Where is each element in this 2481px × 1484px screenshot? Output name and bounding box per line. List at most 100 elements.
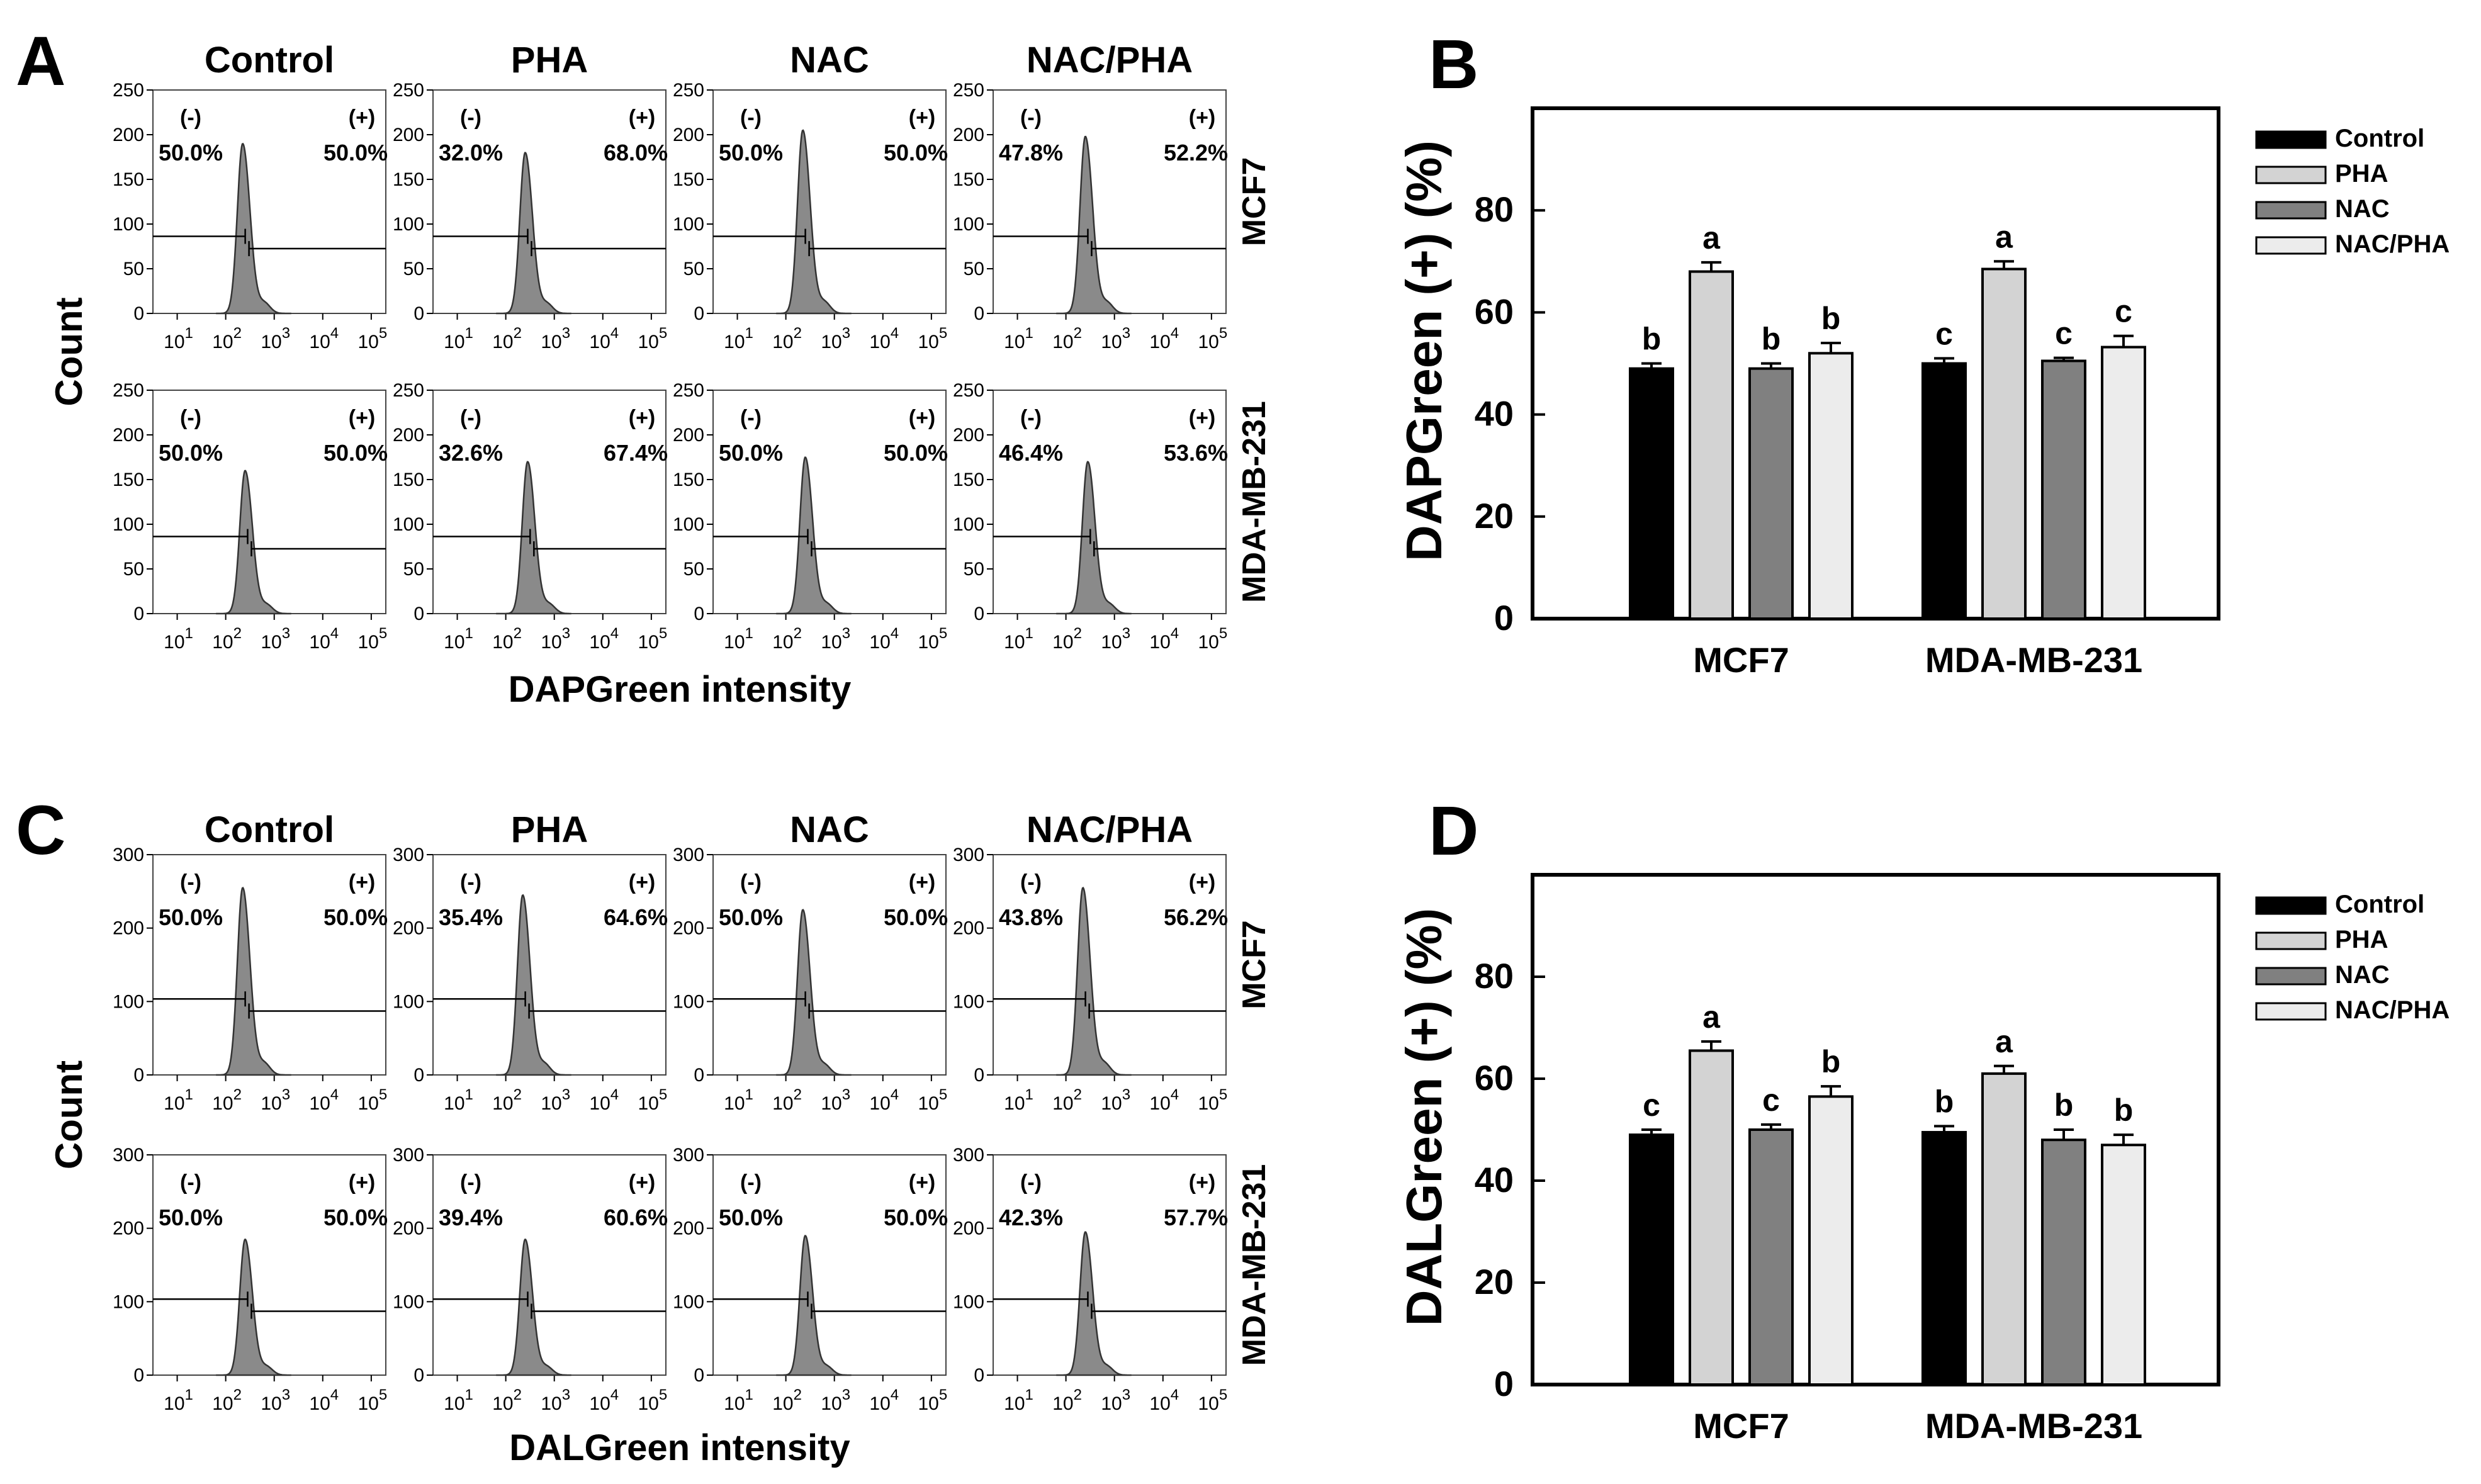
- y-tick-label: 200: [953, 918, 984, 939]
- x-tick-label: 104: [869, 625, 899, 653]
- histogram-plot: 0 100 200 300 101 102 103 104 105 (-) (+) 43.8% 56.2…: [953, 845, 1228, 1114]
- x-tick-label: 105: [1198, 625, 1228, 653]
- histogram-plot: 0 50 100 150 200 250 101 102 103 104 105 (-) (+) 50.0…: [673, 380, 948, 653]
- negative-percent: 50.0%: [719, 904, 783, 930]
- gate-neg-symbol: (-): [180, 106, 201, 130]
- x-tick-label: 102: [212, 625, 242, 653]
- x-tick-label: 105: [638, 1086, 668, 1114]
- legend-label: NAC: [2335, 195, 2390, 223]
- x-tick-label: 103: [261, 625, 290, 653]
- y-tick-label: 300: [673, 845, 704, 865]
- x-tick-label: 103: [821, 325, 850, 352]
- panel-letter: A: [16, 23, 65, 100]
- y-tick-label: 200: [953, 125, 984, 145]
- x-tick-label: 102: [492, 1386, 522, 1414]
- x-tick-label: 105: [918, 325, 948, 352]
- significance-letter: b: [1642, 322, 1662, 357]
- positive-percent: 50.0%: [884, 904, 948, 930]
- histogram-plot: 0 50 100 150 200 250 101 102 103 104 105 (-) (+) 50.0…: [113, 80, 388, 352]
- y-tick-label: 200: [673, 125, 704, 145]
- gate-neg-symbol: (-): [460, 106, 481, 130]
- x-tick-label: 104: [589, 625, 619, 653]
- y-tick-label: 300: [953, 1145, 984, 1166]
- legend-label: NAC/PHA: [2335, 996, 2450, 1024]
- gate-pos-symbol: (+): [629, 1171, 656, 1195]
- negative-percent: 50.0%: [719, 440, 783, 466]
- bar: [1629, 1133, 1674, 1386]
- bar: [2101, 346, 2146, 620]
- y-tick-label: 0: [974, 1365, 984, 1386]
- legend-swatch: [2255, 1002, 2327, 1021]
- x-tick-label: 103: [541, 1086, 570, 1114]
- histogram-plot: 0 50 100 150 200 250 101 102 103 104 105 (-) (+) 32.0…: [393, 80, 668, 352]
- histogram-curve: [216, 1239, 291, 1376]
- x-tick-label: 102: [492, 625, 522, 653]
- panel-A: A Control PHA NAC NAC/PHA MCF7 0 50 100 150 200 250…: [16, 23, 1273, 710]
- x-tick-label: 104: [309, 325, 339, 352]
- bar: [1921, 1131, 1967, 1386]
- y-tick-label: 20: [1475, 1262, 1514, 1301]
- x-tick-label: 104: [869, 325, 899, 352]
- x-tick-label: 101: [724, 625, 753, 653]
- y-tick-label: 300: [673, 1145, 704, 1166]
- x-tick-label: 105: [918, 1086, 948, 1114]
- y-tick-label: 200: [113, 918, 144, 939]
- gate-pos-symbol: (+): [629, 870, 656, 894]
- y-tick-label: 100: [673, 991, 704, 1012]
- x-tick-label: 104: [309, 1086, 339, 1114]
- x-tick-label: 103: [1101, 325, 1130, 352]
- negative-percent: 50.0%: [159, 440, 223, 466]
- x-tick-label: 103: [261, 1086, 290, 1114]
- y-tick-label: 150: [673, 469, 704, 490]
- gate-neg-symbol: (-): [740, 406, 762, 430]
- positive-percent: 50.0%: [323, 440, 388, 466]
- panel-C: C Control PHA NAC NAC/PHA MCF7 0 100 200 300 101 10…: [16, 792, 1273, 1468]
- x-tick-label: 102: [1052, 325, 1082, 352]
- histogram-curve: [216, 887, 291, 1076]
- histogram-curve: [776, 909, 852, 1076]
- negative-percent: 39.4%: [439, 1205, 503, 1230]
- column-header: NAC: [790, 809, 869, 850]
- x-tick-label: 103: [1101, 625, 1130, 653]
- x-tick-label: 104: [869, 1086, 899, 1114]
- y-tick-label: 100: [113, 991, 144, 1012]
- y-tick-label: 200: [673, 1218, 704, 1239]
- gate-pos-symbol: (+): [349, 406, 376, 430]
- x-tick-label: 105: [1198, 325, 1228, 352]
- y-tick-label: 0: [133, 303, 144, 324]
- x-tick-label: 101: [164, 625, 193, 653]
- y-tick-label: 200: [113, 125, 144, 145]
- y-tick-label: 150: [673, 169, 704, 190]
- category-label: MDA-MB-231: [1925, 1406, 2142, 1446]
- y-tick-label: 300: [393, 845, 424, 865]
- y-tick-label: 150: [953, 469, 984, 490]
- gate-neg-symbol: (-): [460, 406, 481, 430]
- legend-swatch: [2255, 967, 2327, 986]
- y-tick-label: 0: [694, 303, 704, 324]
- x-tick-label: 104: [869, 1386, 899, 1414]
- significance-letter: a: [1702, 999, 1721, 1035]
- x-tick-label: 105: [918, 625, 948, 653]
- y-tick-label: 250: [393, 80, 424, 101]
- bar: [1808, 1095, 1854, 1386]
- x-tick-label: 105: [638, 325, 668, 352]
- histogram-curve: [1056, 887, 1132, 1076]
- y-tick-label: 150: [113, 169, 144, 190]
- y-tick-label: 60: [1475, 1058, 1514, 1098]
- panel-letter: B: [1429, 26, 1478, 103]
- row-label: MCF7: [1236, 920, 1273, 1009]
- x-tick-label: 104: [1149, 1386, 1179, 1414]
- y-tick-label: 100: [953, 1291, 984, 1312]
- x-tick-label: 103: [261, 325, 290, 352]
- x-tick-label: 103: [1101, 1386, 1130, 1414]
- column-header: NAC: [790, 40, 869, 81]
- negative-percent: 32.6%: [439, 440, 503, 466]
- y-tick-label: 0: [694, 1065, 704, 1086]
- row-label: MCF7: [1236, 157, 1273, 247]
- gate-neg-symbol: (-): [1020, 1171, 1042, 1195]
- y-tick-label: 100: [393, 991, 424, 1012]
- category-label: MDA-MB-231: [1925, 640, 2142, 680]
- x-tick-label: 102: [1052, 1086, 1082, 1114]
- y-tick-label: 50: [684, 559, 704, 580]
